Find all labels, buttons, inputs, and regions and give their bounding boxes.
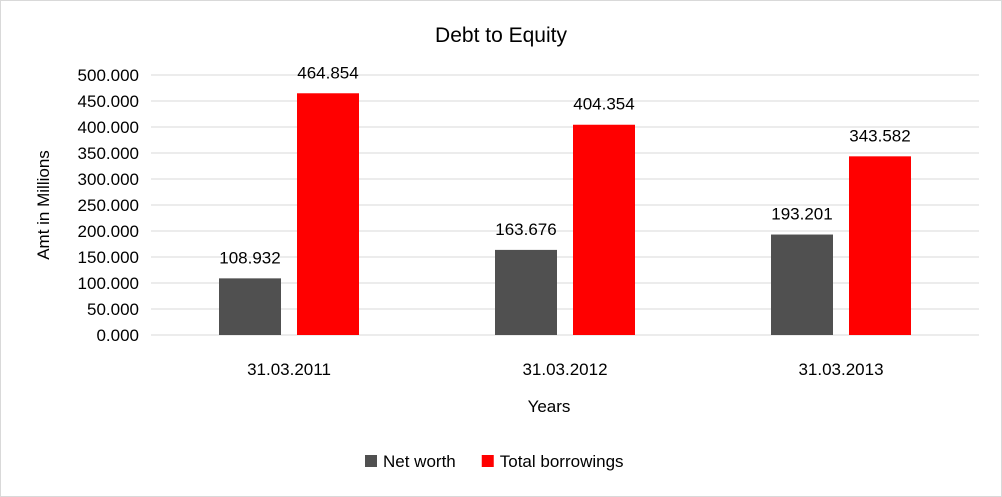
- data-label: 464.854: [297, 63, 358, 82]
- x-tick-label: 31.03.2011: [247, 360, 331, 379]
- bar: [573, 124, 635, 335]
- data-label: 404.354: [573, 95, 634, 114]
- legend-swatch: [481, 455, 494, 467]
- bars: [219, 93, 911, 336]
- y-tick-label: 0.000: [96, 326, 139, 345]
- y-tick-label: 50.000: [87, 300, 139, 319]
- legend-label: Net worth: [383, 452, 456, 471]
- legend: Net worth Total borrowings: [365, 452, 624, 471]
- x-axis-title: Years: [528, 397, 571, 416]
- bar: [771, 234, 833, 335]
- y-tick-label: 100.000: [78, 274, 139, 293]
- data-label: 163.676: [495, 220, 556, 239]
- bar: [297, 93, 359, 336]
- bar: [849, 156, 911, 335]
- y-tick-label: 300.000: [78, 170, 139, 189]
- y-axis-title: Amt in Millions: [34, 150, 53, 260]
- y-axis-ticks: 0.000 50.000 100.000 150.000 200.000 250.000 3…: [78, 66, 139, 345]
- y-tick-label: 400.000: [78, 118, 139, 137]
- data-labels: 108.932 464.854 163.676 404.354 193.201 343.5…: [219, 63, 910, 267]
- gridlines: [151, 74, 979, 336]
- legend-swatch: [365, 455, 377, 467]
- data-label: 343.582: [849, 126, 910, 145]
- x-tick-label: 31.03.2012: [522, 360, 607, 379]
- y-tick-label: 500.000: [78, 66, 139, 85]
- bar: [495, 249, 557, 335]
- y-tick-label: 250.000: [78, 196, 139, 215]
- data-label: 193.201: [771, 205, 832, 224]
- y-tick-label: 200.000: [78, 222, 139, 241]
- x-tick-label: 31.03.2013: [798, 360, 883, 379]
- chart-title: Debt to Equity: [435, 24, 567, 47]
- y-tick-label: 150.000: [78, 248, 139, 267]
- legend-label: Total borrowings: [500, 452, 624, 471]
- bar: [219, 278, 281, 335]
- y-tick-label: 450.000: [78, 92, 139, 111]
- data-label: 108.932: [219, 248, 280, 267]
- x-axis-ticks: 31.03.2011 31.03.2012 31.03.2013: [247, 360, 883, 379]
- y-tick-label: 350.000: [78, 144, 139, 163]
